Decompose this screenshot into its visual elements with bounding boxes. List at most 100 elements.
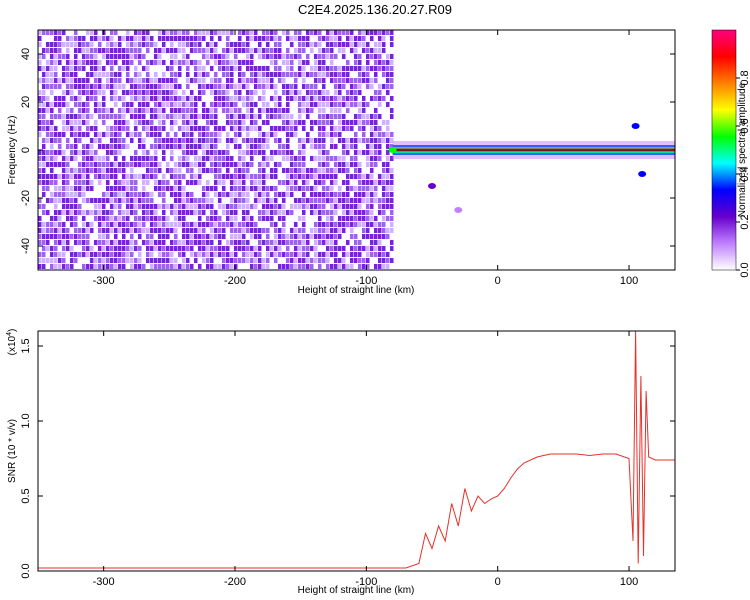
spectrogram-cell xyxy=(306,252,310,257)
spectrogram-cell xyxy=(226,264,230,269)
spectrogram-cell xyxy=(58,234,62,239)
spectrogram-cell xyxy=(370,216,374,221)
spectrogram-cell xyxy=(354,156,358,161)
spectrogram-cell xyxy=(158,264,162,269)
spectrogram-cell xyxy=(178,180,182,185)
spectrogram-cell xyxy=(374,66,378,71)
spectrogram-cell xyxy=(354,168,358,173)
spectrogram-cell xyxy=(238,234,242,239)
spectrogram-cell xyxy=(274,126,278,131)
spectrogram-cell xyxy=(170,156,174,161)
spectrogram-cell xyxy=(214,84,218,89)
spectrogram-cell xyxy=(182,48,186,53)
spectrogram-cell xyxy=(246,30,250,35)
spectrogram-cell xyxy=(250,108,254,113)
spectrogram-cell xyxy=(206,180,210,185)
spectrogram-cell xyxy=(290,60,294,65)
spectrogram-cell xyxy=(370,132,374,137)
spectrogram-cell xyxy=(182,90,186,95)
spectrogram-cell xyxy=(106,84,110,89)
spectrogram-cell xyxy=(374,60,378,65)
spectrogram-cell xyxy=(166,48,170,53)
spectrogram-cell xyxy=(294,198,298,203)
spectrogram-cell xyxy=(230,120,234,125)
spectrogram-cell xyxy=(206,144,210,149)
spectrogram-cell xyxy=(110,210,114,215)
spectrogram-cell xyxy=(246,258,250,263)
spectrogram-cell xyxy=(38,174,42,179)
spectrogram-cell xyxy=(166,168,170,173)
spectrogram-cell xyxy=(170,138,174,143)
spectrogram-cell xyxy=(182,258,186,263)
spectrogram-cell xyxy=(110,84,114,89)
spectrogram-cell xyxy=(238,120,242,125)
spectrogram-cell xyxy=(38,258,42,263)
spectrogram-cell xyxy=(262,66,266,71)
spectrogram-cell xyxy=(54,126,58,131)
spectrogram-cell xyxy=(342,114,346,119)
spectrogram-cell xyxy=(298,162,302,167)
spectrogram-cell xyxy=(342,30,346,35)
spectrogram-cell xyxy=(250,30,254,35)
spectrogram-cell xyxy=(390,138,394,143)
spectrogram-cell xyxy=(86,162,90,167)
spectrogram-cell xyxy=(210,258,214,263)
spectrogram-cell xyxy=(114,60,118,65)
spectrogram-cell xyxy=(302,192,306,197)
spectrogram-cell xyxy=(106,126,110,131)
spectrogram-cell xyxy=(162,180,166,185)
spectrogram-cell xyxy=(358,186,362,191)
spectrogram-cell xyxy=(334,96,338,101)
spectrogram-cell xyxy=(322,132,326,137)
spectrogram-cell xyxy=(38,132,42,137)
spectrogram-cell xyxy=(242,120,246,125)
spectrogram-cell xyxy=(106,72,110,77)
spectrogram-cell xyxy=(166,246,170,251)
spectrogram-cell xyxy=(234,186,238,191)
spectrogram-cell xyxy=(250,174,254,179)
spectrogram-cell xyxy=(202,138,206,143)
spectrogram-cell xyxy=(318,204,322,209)
spectrogram-cell xyxy=(370,114,374,119)
spectrogram-cell xyxy=(134,114,138,119)
spectrogram-cell xyxy=(338,162,342,167)
spectrogram-cell xyxy=(354,192,358,197)
spectrogram-cell xyxy=(134,72,138,77)
spectrogram-cell xyxy=(150,78,154,83)
spectrogram-cell xyxy=(278,72,282,77)
spectrogram-cell xyxy=(114,48,118,53)
spectrogram-cell xyxy=(250,54,254,59)
spectrogram-cell xyxy=(114,72,118,77)
spectrogram-cell xyxy=(390,96,394,101)
spectrogram-cell xyxy=(170,246,174,251)
spectrogram-cell xyxy=(230,162,234,167)
spectrogram-cell xyxy=(206,60,210,65)
spectrogram-cell xyxy=(46,210,50,215)
spectrogram-cell xyxy=(158,252,162,257)
spectrogram-cell xyxy=(74,138,78,143)
spectrogram-cell xyxy=(274,240,278,245)
spectrogram-cell xyxy=(382,216,386,221)
spectrogram-cell xyxy=(50,114,54,119)
spectrogram-cell xyxy=(126,192,130,197)
spectrogram-cell xyxy=(254,78,258,83)
spectrogram-cell xyxy=(246,150,250,155)
spectrogram-cell xyxy=(234,174,238,179)
spectrogram-cell xyxy=(62,120,66,125)
spectrogram-cell xyxy=(242,78,246,83)
spectrogram-cell xyxy=(274,258,278,263)
spectrogram-cell xyxy=(274,210,278,215)
spectrogram-cell xyxy=(330,216,334,221)
spectrogram-cell xyxy=(86,60,90,65)
snr-y-label: SNR (10 * v/v) xyxy=(7,419,18,483)
spectrogram-cell xyxy=(122,120,126,125)
spectrogram-cell xyxy=(210,240,214,245)
spectrogram-cell xyxy=(330,138,334,143)
spectrogram-cell xyxy=(358,36,362,41)
spectrogram-cell xyxy=(110,30,114,35)
spectrogram-cell xyxy=(358,72,362,77)
spectrogram-cell xyxy=(182,228,186,233)
spectrogram-cell xyxy=(150,42,154,47)
spectrogram-cell xyxy=(106,186,110,191)
spectrogram-cell xyxy=(326,240,330,245)
